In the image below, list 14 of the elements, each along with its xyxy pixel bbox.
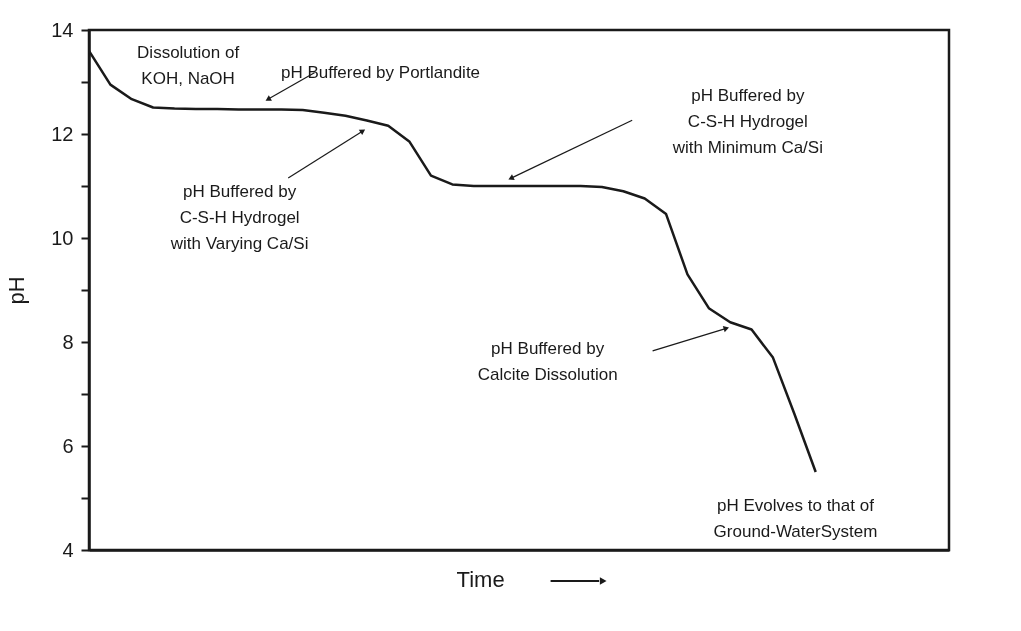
y-tick-label: 12 [51, 122, 74, 145]
y-axis-title: pH [4, 276, 30, 305]
annotation: pH Evolves to that of Ground-WaterSystem [713, 495, 878, 541]
y-tick-label: 4 [62, 538, 74, 561]
y-tick-label: 8 [62, 330, 74, 353]
annotation: pH Buffered by C-S-H Hydrogel with Varying Ca/Si [169, 182, 309, 254]
annotation: pH Buffered by Portlandite [280, 63, 481, 83]
y-tick-label: 10 [51, 226, 74, 249]
annotation: Dissolution of KOH, NaOH [137, 42, 240, 88]
y-tick-label: 6 [62, 434, 74, 457]
x-axis-title: Time [456, 567, 505, 592]
y-tick-label: 14 [51, 18, 74, 41]
annotation: pH Buffered by C-S-H Hydrogel with Minimum Ca/Si [671, 85, 823, 157]
annotation: pH Buffered by Calcite Dissolution [477, 338, 618, 384]
